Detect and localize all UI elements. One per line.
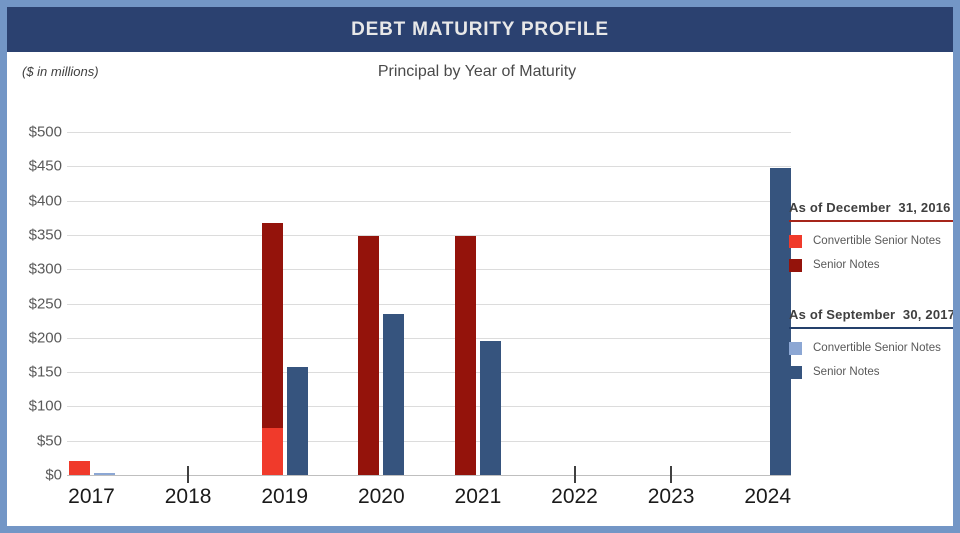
senior-notes-2017-swatch [789, 365, 802, 379]
x-axis-category-label: 2024 [744, 485, 792, 508]
legend-item-label: Convertible Senior Notes [813, 342, 941, 354]
y-axis-tick-label: $50 [36, 432, 62, 450]
bar-2019-convertible-senior-notes [261, 428, 283, 475]
x-axis-category-label: 2020 [357, 485, 405, 508]
chart-legend: As of December 31, 2016 Convertible Seni… [789, 200, 953, 384]
legend-group-title: As of December 31, 2016 [789, 200, 953, 222]
legend-item-label: Senior Notes [813, 366, 880, 378]
gridline [67, 200, 791, 202]
title-bar: DEBT MATURITY PROFILE [7, 7, 953, 52]
page-title: DEBT MATURITY PROFILE [351, 19, 609, 40]
chart-title: Principal by Year of Maturity [377, 63, 577, 80]
legend-item-label: Convertible Senior Notes [813, 235, 941, 247]
legend-item: Convertible Senior Notes [789, 229, 953, 253]
x-axis-category-label: 2018 [164, 485, 212, 508]
convertible-senior-notes-2016-swatch [789, 234, 802, 248]
gridline [67, 337, 791, 339]
bar-chart: $0 $50 $100 $150 $200 $250 $300 $350 $400 $450 $50… [7, 7, 953, 526]
gridline [67, 303, 791, 305]
units-note: ($ in millions) [22, 64, 99, 79]
gridline [67, 406, 791, 408]
legend-item: Senior Notes [789, 253, 953, 277]
legend-group-dec-2016: As of December 31, 2016 Convertible Seni… [789, 200, 953, 277]
y-axis-tick-label: $0 [45, 466, 62, 484]
x-axis-category-label: 2021 [454, 485, 502, 508]
y-axis-tick-label: $200 [28, 329, 62, 347]
gridline [67, 166, 791, 168]
bar-2021-senior-notes [454, 236, 476, 475]
legend-group-title: As of September 30, 2017 [789, 307, 953, 329]
gridline [67, 269, 791, 271]
gridline [67, 132, 791, 133]
x-axis-category-label: 2017 [68, 485, 115, 508]
y-axis-tick-label: $400 [28, 192, 62, 210]
legend-item: Convertible Senior Notes [789, 336, 953, 360]
gridline [67, 440, 791, 442]
legend-item-label: Senior Notes [813, 259, 880, 271]
bar-2017-convertible-senior-notes [68, 460, 90, 475]
senior-notes-2016-swatch [789, 258, 802, 272]
y-axis-tick-label: $250 [28, 295, 62, 312]
convertible-senior-notes-2017-swatch [789, 341, 802, 355]
x-axis-tick [670, 466, 673, 483]
x-axis-category-label: 2019 [261, 485, 309, 508]
y-axis-tick-label: $450 [28, 157, 62, 175]
y-axis-tick-label: $350 [28, 226, 62, 244]
x-axis-category-label: 2023 [647, 485, 695, 508]
x-axis-tick [187, 466, 190, 483]
y-axis-tick-label: $150 [28, 363, 62, 381]
legend-item: Senior Notes [789, 360, 953, 384]
bar-2024-senior-notes [769, 167, 791, 475]
bar-2019-senior-notes [286, 366, 308, 475]
y-axis-tick-label: $500 [28, 123, 62, 141]
x-axis-tick [573, 466, 576, 483]
legend-group-sep-2017: As of September 30, 2017 Convertible Sen… [789, 307, 953, 384]
bar-2019-senior-notes [261, 222, 283, 429]
bar-2020-senior-notes [383, 314, 405, 475]
bar-2017-convertible-senior-notes [93, 472, 115, 475]
gridline [67, 234, 791, 236]
x-axis-line [67, 475, 791, 476]
bar-2020-senior-notes [358, 236, 380, 475]
gridline [67, 372, 791, 374]
y-axis-tick-label: $100 [28, 397, 62, 415]
x-axis-category-label: 2022 [551, 485, 598, 508]
bar-2021-senior-notes [479, 340, 501, 475]
y-axis-tick-label: $300 [28, 260, 62, 278]
